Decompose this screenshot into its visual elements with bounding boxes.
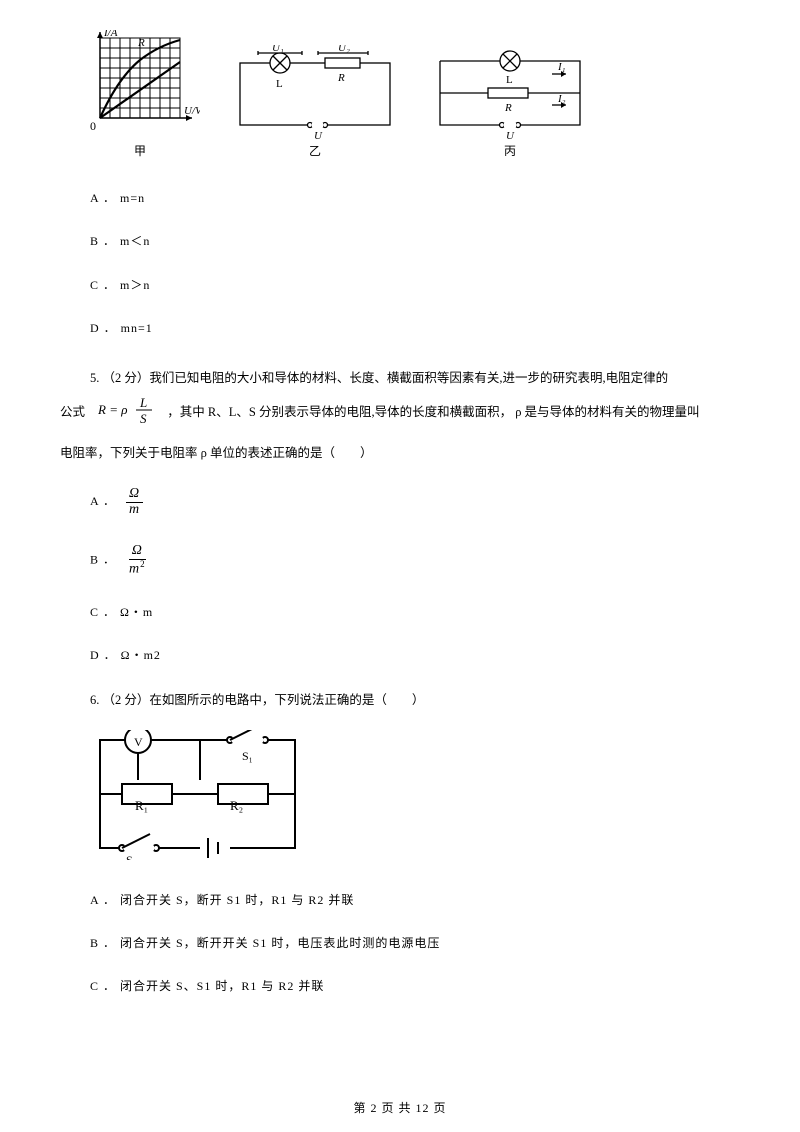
- figure-graph-label: 甲: [134, 142, 146, 161]
- c2-i2: I₂: [557, 93, 566, 105]
- q6-figure: V S₁ R₁ R₂ S: [90, 730, 740, 867]
- figure-circuit2-label: 丙: [504, 142, 516, 161]
- q6-opt-c: C ． 闭合开关 S、S1 时，R1 与 R2 并联: [90, 977, 740, 996]
- c2-u: U: [506, 130, 515, 140]
- q5-l2a: 公式: [60, 405, 85, 419]
- y-axis-label: I/A: [103, 30, 118, 39]
- q5-line1: 5. （2 分）我们已知电阻的大小和导体的材料、长度、横截面积等因素有关,进一步…: [90, 371, 668, 385]
- q5-opt-c: C ． Ω・m: [90, 603, 740, 622]
- svg-text:R = ρ: R = ρ: [98, 402, 127, 417]
- figure-circuit-1: U₁ U₂ L R U 乙: [230, 45, 400, 161]
- page-footer: 第 2 页 共 12 页: [0, 1099, 800, 1118]
- q5-opt-b: B ． Ω m2: [90, 544, 740, 577]
- c1-u2: U₂: [338, 45, 350, 54]
- frac-b: Ω m2: [126, 544, 149, 577]
- curve-r-label: R: [137, 37, 145, 49]
- c2-l: L: [506, 74, 513, 86]
- svg-text:L: L: [139, 395, 147, 410]
- circuit2-svg: L R I₁ I₂ U: [430, 45, 590, 140]
- figure-circuit1-label: 乙: [309, 142, 321, 161]
- q4-opt-b: B ． m＜n: [90, 232, 740, 251]
- graph-svg: R I/A U/V 0: [80, 30, 200, 140]
- q4-opt-c: C ． m＞n: [90, 276, 740, 295]
- q6-v: V: [134, 735, 143, 749]
- c1-l: L: [276, 78, 283, 90]
- q6-r1: R₁: [135, 798, 148, 813]
- svg-text:0: 0: [90, 119, 96, 133]
- c1-r: R: [337, 72, 345, 84]
- figure-graph: R I/A U/V 0 甲: [80, 30, 200, 161]
- q5-l3: 电阻率，下列关于电阻率 ρ 单位的表述正确的是（ ）: [60, 446, 373, 460]
- formula-r-rho: R = ρ L S: [98, 394, 154, 437]
- frac-a: Ω m: [126, 487, 143, 517]
- q6-s: S: [126, 853, 133, 860]
- c2-i1: I₁: [557, 61, 566, 73]
- q5-l2b: ，其中 R、L、S 分别表示导体的电阻,导体的长度和横截面积， ρ 是与导体的材…: [167, 405, 699, 419]
- q6-s1: S₁: [242, 749, 253, 763]
- figures-row: R I/A U/V 0 甲: [80, 30, 740, 161]
- q6-circuit-svg: V S₁ R₁ R₂ S: [90, 730, 310, 860]
- c2-r: R: [504, 102, 512, 114]
- circuit1-svg: U₁ U₂ L R U: [230, 45, 400, 140]
- figure-circuit-2: L R I₁ I₂ U 丙: [430, 45, 590, 161]
- q6-opt-b: B ． 闭合开关 S，断开开关 S1 时，电压表此时测的电源电压: [90, 934, 740, 953]
- q6-r2: R₂: [230, 798, 243, 813]
- q5-stem: 5. （2 分）我们已知电阻的大小和导体的材料、长度、横截面积等因素有关,进一步…: [90, 362, 740, 470]
- q5-opt-a: A ． Ω m: [90, 487, 740, 517]
- x-axis-label: U/V: [184, 105, 200, 117]
- q6-stem: 6. （2 分）在如图所示的电路中，下列说法正确的是（ ）: [90, 689, 740, 712]
- c1-u1: U₁: [272, 45, 284, 54]
- q4-opt-d: D ． mn=1: [90, 319, 740, 338]
- q6-opt-a: A ． 闭合开关 S，断开 S1 时，R1 与 R2 并联: [90, 891, 740, 910]
- q5-opt-d: D ． Ω・m2: [90, 646, 740, 665]
- q4-opt-a: A ． m=n: [90, 189, 740, 208]
- c1-u: U: [314, 130, 323, 140]
- svg-text:S: S: [140, 411, 147, 424]
